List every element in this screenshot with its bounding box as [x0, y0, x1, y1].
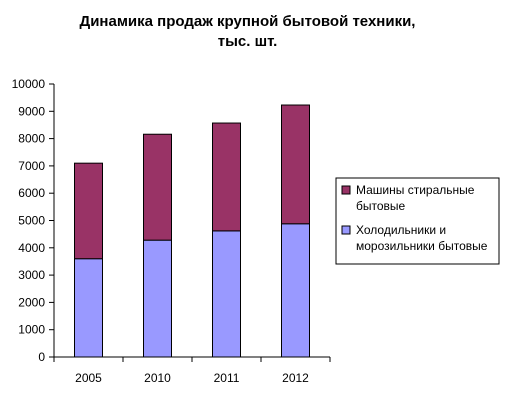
y-tick-label: 0 [38, 350, 45, 364]
x-axis: 2005 2010 2011 2012 [53, 356, 331, 385]
legend: Машины стиральные бытовые Холодильники и мо… [335, 177, 500, 265]
chart-title-line-2: тыс. шт. [217, 33, 278, 50]
bar-segment-series-1 [143, 239, 172, 358]
bar-segment-series-1 [212, 230, 241, 358]
legend-label-line-2: бытовые [356, 199, 406, 213]
y-tick-label: 8000 [18, 132, 45, 146]
legend-label-line-1: Машины стиральные [356, 183, 475, 197]
bar-segment-series-1 [281, 223, 310, 358]
y-tick-label: 5000 [18, 214, 45, 228]
x-tick-label: 2010 [144, 371, 171, 385]
y-axis: 0 1000 2000 3000 4000 5000 6000 7000 8000 9000 100… [12, 77, 55, 364]
y-tick-label: 7000 [18, 159, 45, 173]
y-tick-label: 4000 [18, 241, 45, 255]
bar-segment-series-2 [74, 162, 103, 260]
bar-segment-series-2 [212, 122, 241, 232]
legend-swatch [341, 225, 351, 235]
bars [74, 104, 310, 358]
y-tick-label: 1000 [18, 323, 45, 337]
chart-title: Динамика продаж крупной бытовой техники,… [0, 12, 511, 52]
y-tick-label: 2000 [18, 295, 45, 309]
x-tick-label: 2011 [214, 371, 240, 385]
legend-label-line-1: Холодильники и [356, 223, 446, 237]
y-tick-label: 10000 [12, 77, 46, 91]
legend-box [335, 177, 500, 265]
y-tick-label: 9000 [18, 104, 45, 118]
y-tick-label: 3000 [18, 268, 45, 282]
x-tick-label: 2012 [282, 371, 309, 385]
y-tick-label: 6000 [18, 186, 45, 200]
bar-segment-series-2 [281, 104, 310, 225]
chart-title-line-1: Динамика продаж крупной бытовой техники, [79, 13, 416, 30]
x-tick-label: 2005 [75, 371, 102, 385]
legend-label-line-2: морозильники бытовые [356, 239, 488, 253]
bar-segment-series-2 [143, 133, 172, 241]
bar-segment-series-1 [74, 258, 103, 358]
legend-swatch [341, 185, 351, 195]
